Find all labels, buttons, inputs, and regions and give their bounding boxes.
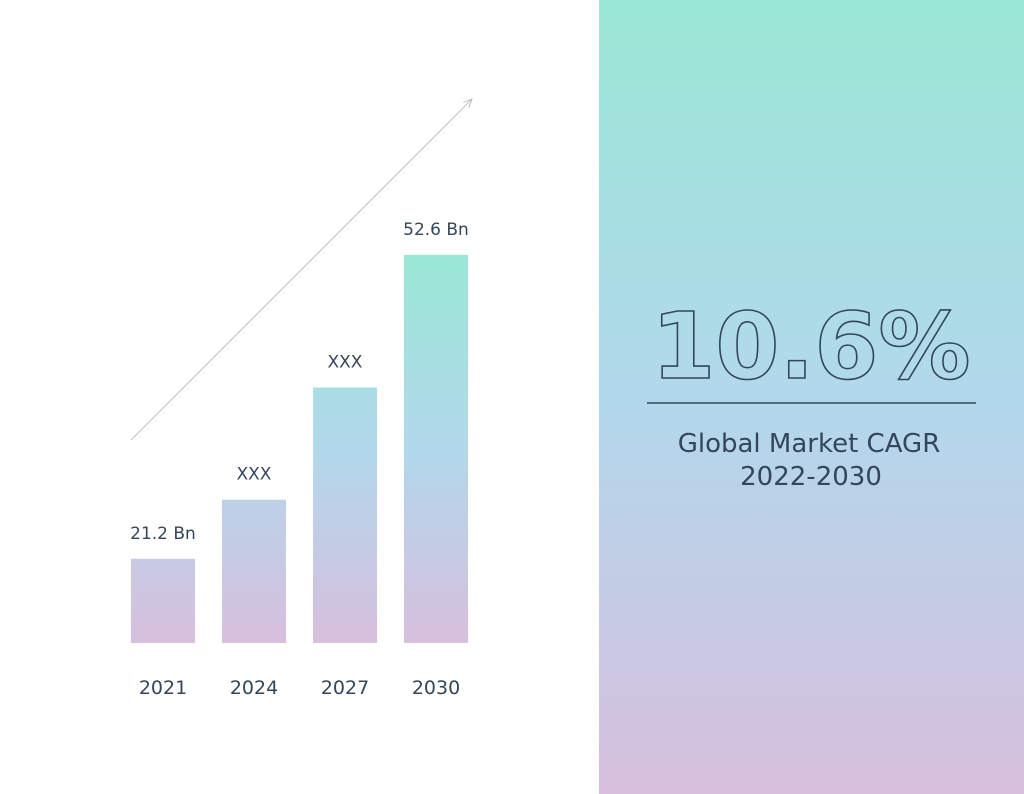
trend-arrow <box>130 99 472 441</box>
value-label: 52.6 Bn <box>403 220 469 240</box>
x-tick-label: 2027 <box>321 677 369 699</box>
x-tick-label: 2030 <box>412 677 460 699</box>
value-label: XXX <box>237 465 272 485</box>
bar <box>131 558 195 643</box>
bar <box>313 387 377 643</box>
x-tick-label: 2024 <box>230 677 278 699</box>
x-tick-label: 2021 <box>139 677 187 699</box>
cagr-value: 10.6% <box>651 293 970 400</box>
cagr-period: 2022-2030 <box>740 462 882 492</box>
bar <box>222 499 286 643</box>
cagr-caption: Global Market CAGR <box>678 429 941 459</box>
bar <box>404 254 468 643</box>
side-panel <box>599 0 1024 794</box>
value-label: XXX <box>328 352 363 372</box>
value-label: 21.2 Bn <box>130 524 196 544</box>
